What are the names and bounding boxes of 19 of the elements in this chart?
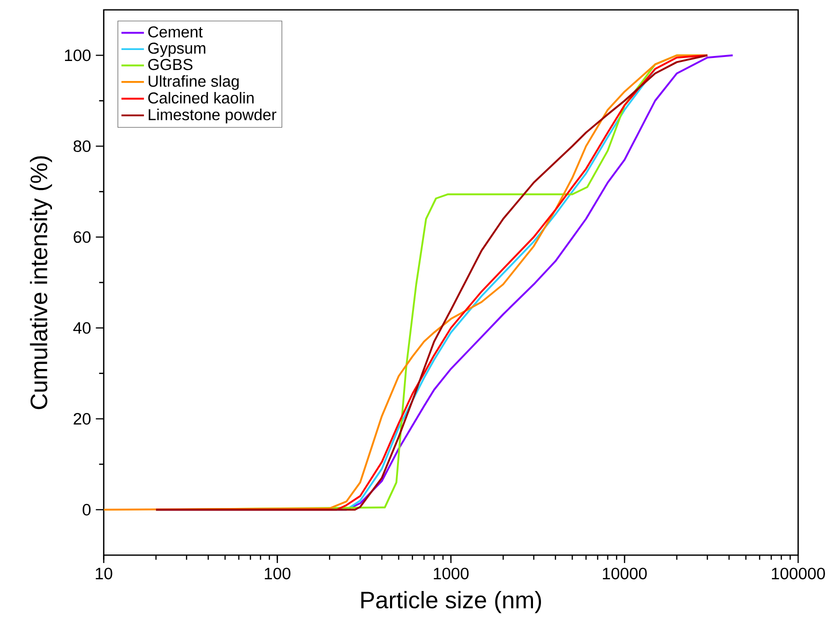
legend-label: Limestone powder <box>148 108 276 124</box>
y-tick-label: 0 <box>82 504 91 516</box>
x-tick-label: 10000 <box>602 568 647 580</box>
x-axis-title: Particle size (nm) <box>361 590 541 614</box>
y-tick-label: 100 <box>65 49 91 62</box>
y-tick-label: 20 <box>74 412 91 425</box>
legend-label: Cement <box>148 26 203 38</box>
y-tick-label: 60 <box>74 231 91 243</box>
y-tick-label: 80 <box>74 140 91 152</box>
x-tick-label: 100000 <box>772 568 825 580</box>
y-tick-label: 40 <box>73 322 91 334</box>
x-tick-label: 10 <box>96 568 112 580</box>
legend-label: Gypsum <box>148 42 206 57</box>
y-axis-title: Cumulative intensity (%) <box>30 156 52 410</box>
x-tick-label: 100 <box>264 568 290 580</box>
legend-label: Calcined kaolin <box>148 92 254 104</box>
legend-label: GGBS <box>148 58 192 70</box>
legend-label: Ultrafine slag <box>148 75 239 90</box>
x-tick-label: 1000 <box>434 568 469 580</box>
